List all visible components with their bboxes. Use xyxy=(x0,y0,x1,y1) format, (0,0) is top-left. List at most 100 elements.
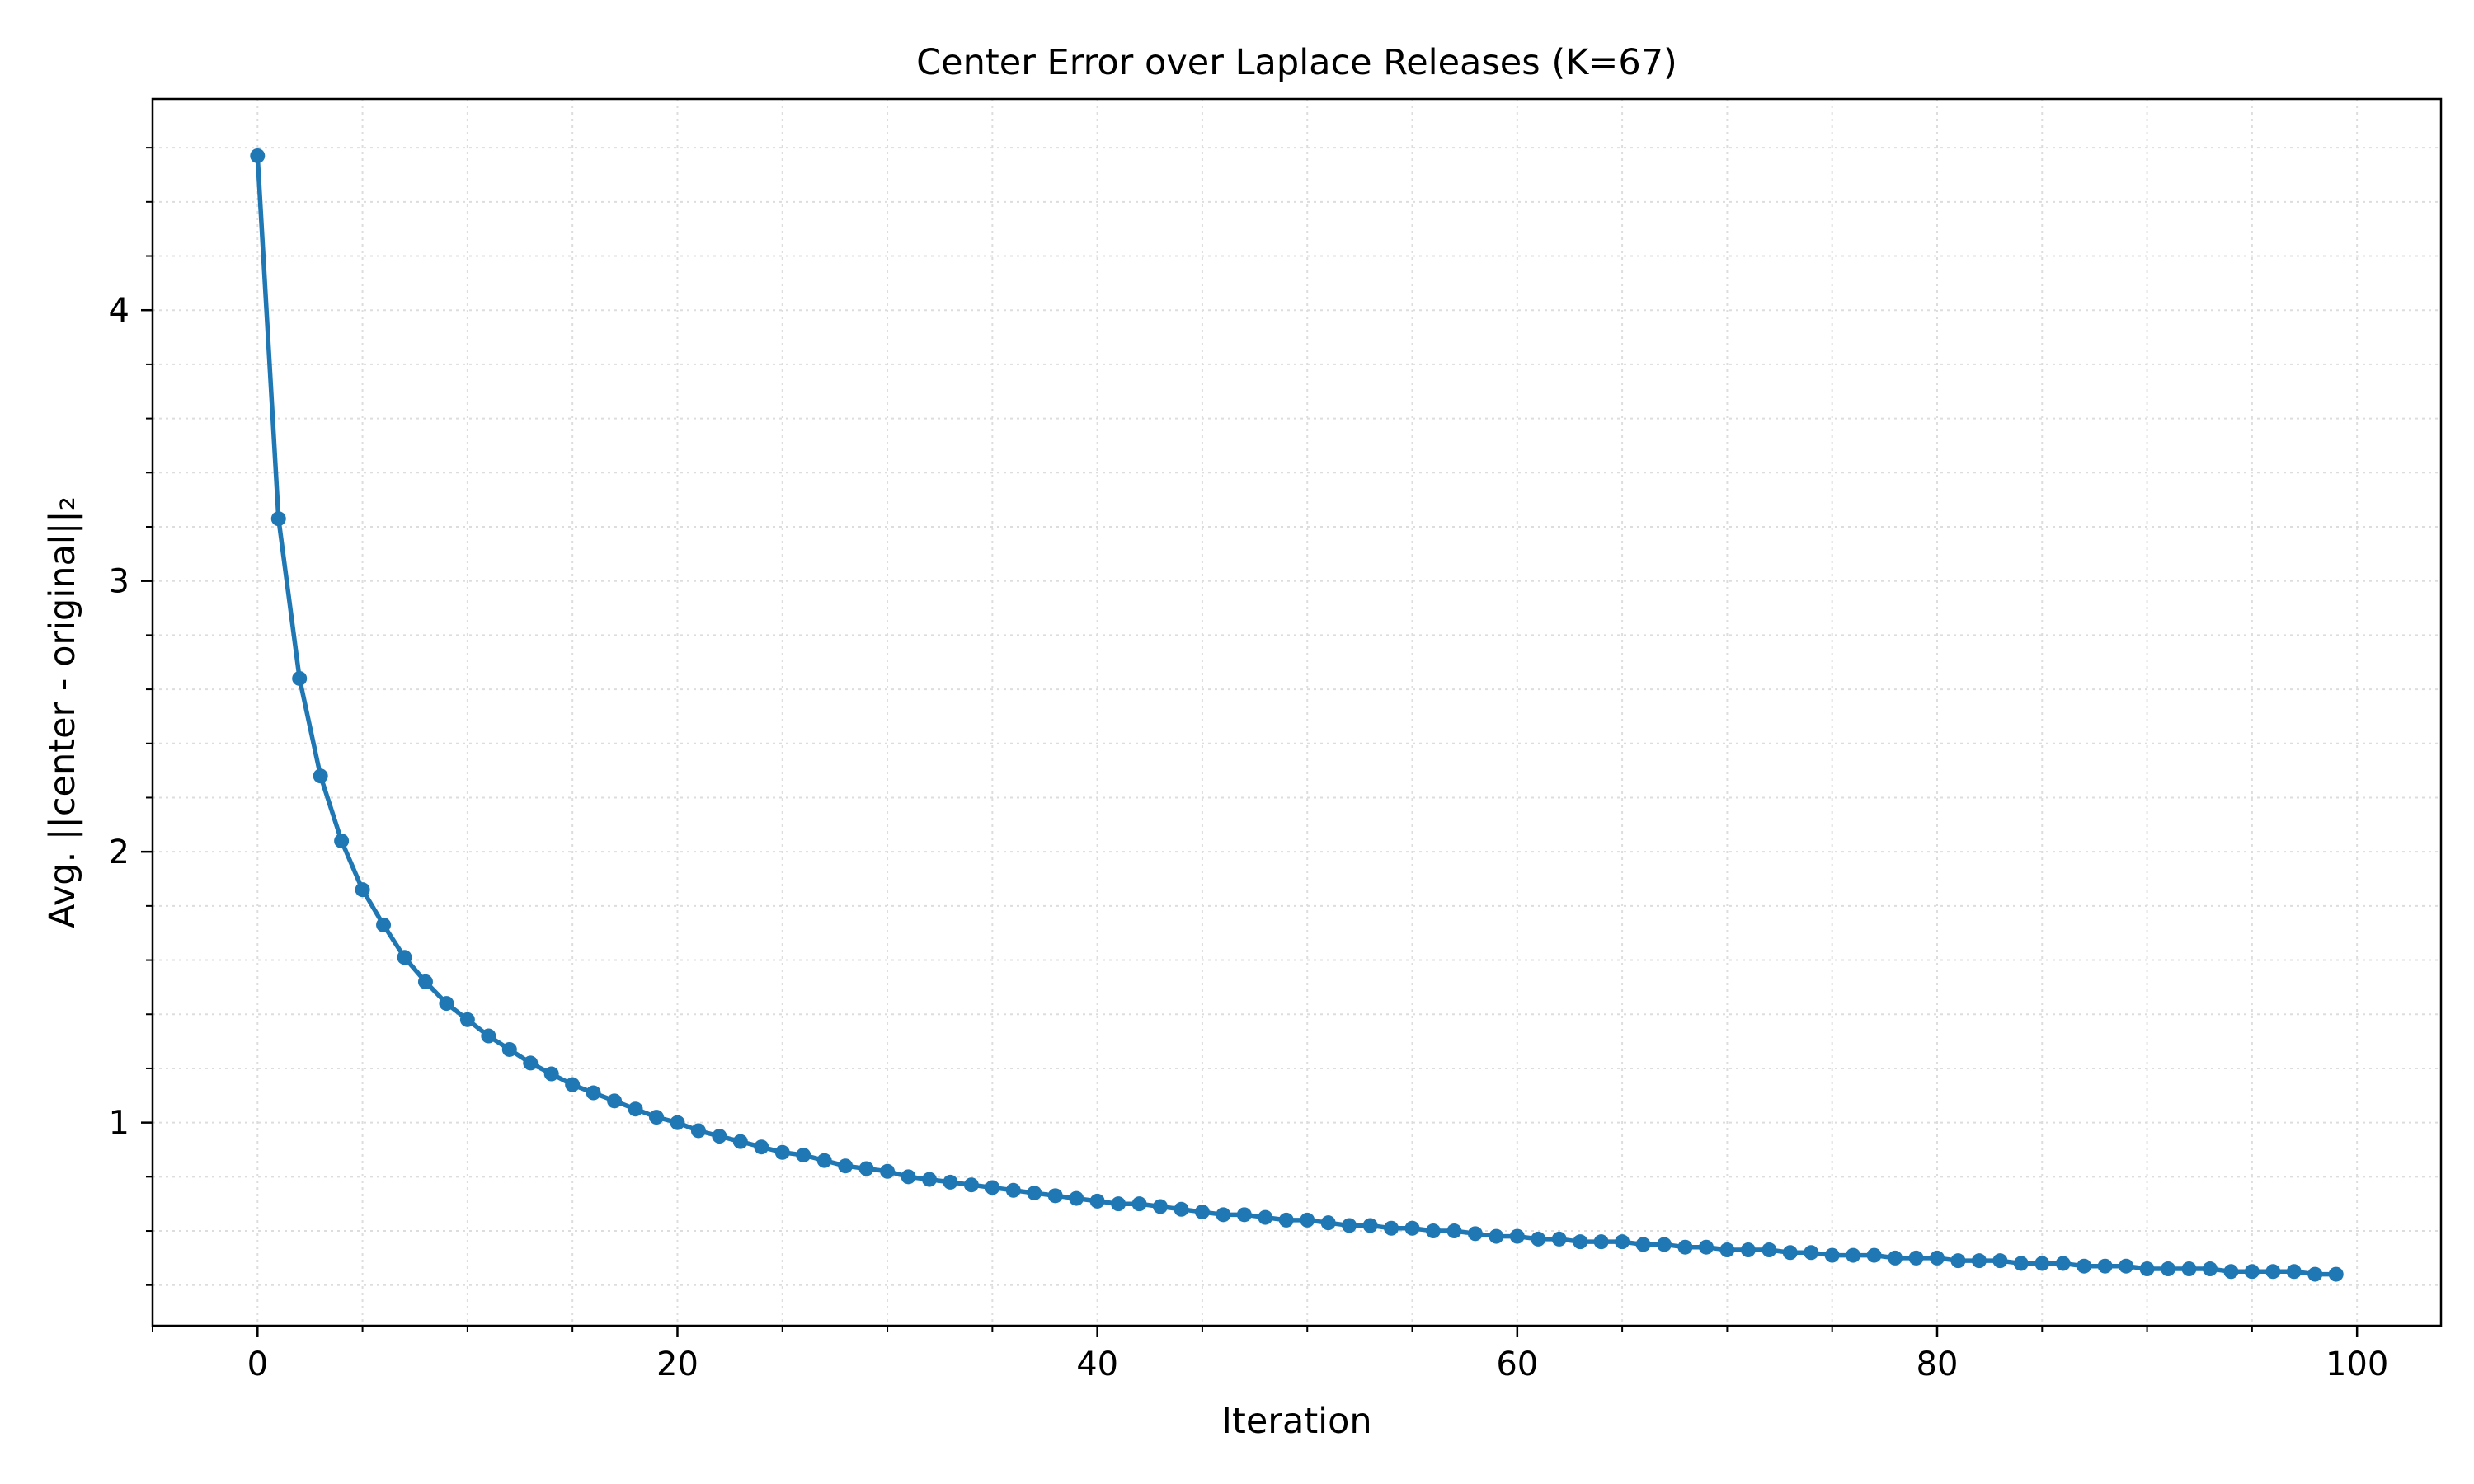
data-point xyxy=(1089,1193,1105,1209)
data-point xyxy=(796,1148,811,1163)
data-point xyxy=(2097,1258,2113,1274)
x-tick-label: 100 xyxy=(2326,1345,2388,1383)
data-point xyxy=(397,950,412,965)
data-point xyxy=(1531,1231,1546,1247)
data-point xyxy=(607,1093,623,1109)
grid-layer xyxy=(152,99,2441,1326)
data-point xyxy=(313,768,328,784)
data-point xyxy=(2055,1256,2071,1271)
y-tick-label: 3 xyxy=(109,563,129,601)
data-point xyxy=(1698,1239,1714,1255)
data-point xyxy=(1908,1250,1924,1266)
data-point xyxy=(985,1180,1000,1195)
data-point xyxy=(1027,1186,1042,1201)
data-point xyxy=(1384,1220,1399,1236)
data-point xyxy=(1846,1247,1861,1263)
data-point xyxy=(1005,1182,1021,1198)
data-point xyxy=(2307,1266,2323,1282)
data-point xyxy=(439,996,454,1012)
data-point xyxy=(774,1144,790,1160)
data-point xyxy=(754,1139,769,1155)
data-point xyxy=(2119,1258,2134,1274)
data-point xyxy=(501,1041,517,1057)
data-point xyxy=(1804,1245,1819,1261)
data-point xyxy=(1489,1228,1504,1244)
x-axis-label: Iteration xyxy=(1221,1401,1371,1442)
data-point xyxy=(1719,1242,1735,1258)
data-point xyxy=(2139,1261,2155,1277)
data-point xyxy=(2161,1261,2176,1277)
data-point xyxy=(334,834,350,849)
ticks-layer: 0 20 40 60 80 100 1 2 3 4 xyxy=(109,147,2388,1383)
data-point xyxy=(523,1055,539,1071)
data-point xyxy=(1615,1234,1630,1250)
data-point xyxy=(1258,1209,1273,1225)
data-point xyxy=(586,1085,601,1101)
data-point xyxy=(270,511,286,527)
data-point xyxy=(880,1163,896,1179)
data-point xyxy=(1111,1196,1126,1212)
data-point xyxy=(1300,1212,1315,1228)
data-point xyxy=(1362,1218,1378,1233)
data-point xyxy=(1278,1212,1294,1228)
x-tick-label: 80 xyxy=(1917,1345,1959,1383)
data-point xyxy=(2223,1264,2239,1280)
data-point xyxy=(2286,1264,2302,1280)
y-axis-label: Avg. ||center - original||₂ xyxy=(42,496,83,928)
data-point xyxy=(732,1134,748,1149)
data-point xyxy=(858,1161,874,1176)
data-point xyxy=(1782,1245,1798,1261)
data-point xyxy=(2328,1266,2344,1282)
data-point xyxy=(816,1153,832,1168)
data-point xyxy=(1236,1207,1252,1223)
data-point xyxy=(1866,1247,1882,1263)
data-point xyxy=(2181,1261,2197,1277)
data-point xyxy=(963,1177,979,1193)
data-point xyxy=(543,1066,559,1082)
x-tick-label: 0 xyxy=(247,1345,268,1383)
data-point xyxy=(649,1110,665,1125)
data-point xyxy=(1047,1188,1063,1204)
data-point xyxy=(2077,1258,2092,1274)
y-tick-label: 1 xyxy=(109,1105,129,1143)
data-point xyxy=(376,917,392,932)
data-point xyxy=(2265,1264,2281,1280)
series-layer xyxy=(250,148,2344,1282)
data-point xyxy=(459,1012,475,1027)
data-point xyxy=(712,1129,727,1144)
x-tick-label: 60 xyxy=(1496,1345,1538,1383)
data-point xyxy=(2244,1264,2260,1280)
data-point xyxy=(292,670,308,686)
data-point xyxy=(1950,1253,1966,1269)
data-point xyxy=(921,1172,937,1187)
data-point xyxy=(901,1169,916,1185)
data-point xyxy=(943,1174,958,1190)
y-tick-label: 4 xyxy=(109,292,129,330)
data-point xyxy=(1888,1250,1903,1266)
x-tick-label: 40 xyxy=(1076,1345,1118,1383)
data-point xyxy=(1404,1220,1420,1236)
data-point xyxy=(1740,1242,1756,1258)
data-point xyxy=(1342,1218,1357,1233)
plot-frame xyxy=(151,97,2443,1327)
data-point xyxy=(670,1115,685,1130)
data-point xyxy=(838,1158,854,1174)
data-point xyxy=(1573,1234,1588,1250)
data-point xyxy=(1971,1253,1987,1269)
data-point xyxy=(1194,1205,1210,1220)
data-point xyxy=(2034,1256,2050,1271)
data-point xyxy=(1425,1223,1441,1239)
data-point xyxy=(1824,1247,1840,1263)
chart-title: Center Error over Laplace Releases (K=67… xyxy=(916,42,1677,83)
data-point xyxy=(628,1101,643,1117)
data-point xyxy=(1131,1196,1147,1212)
data-point xyxy=(1635,1237,1651,1252)
data-point xyxy=(1677,1239,1693,1255)
data-point xyxy=(690,1123,706,1139)
y-tick-label: 2 xyxy=(109,834,129,871)
data-point xyxy=(1657,1237,1672,1252)
data-point xyxy=(1069,1190,1084,1206)
